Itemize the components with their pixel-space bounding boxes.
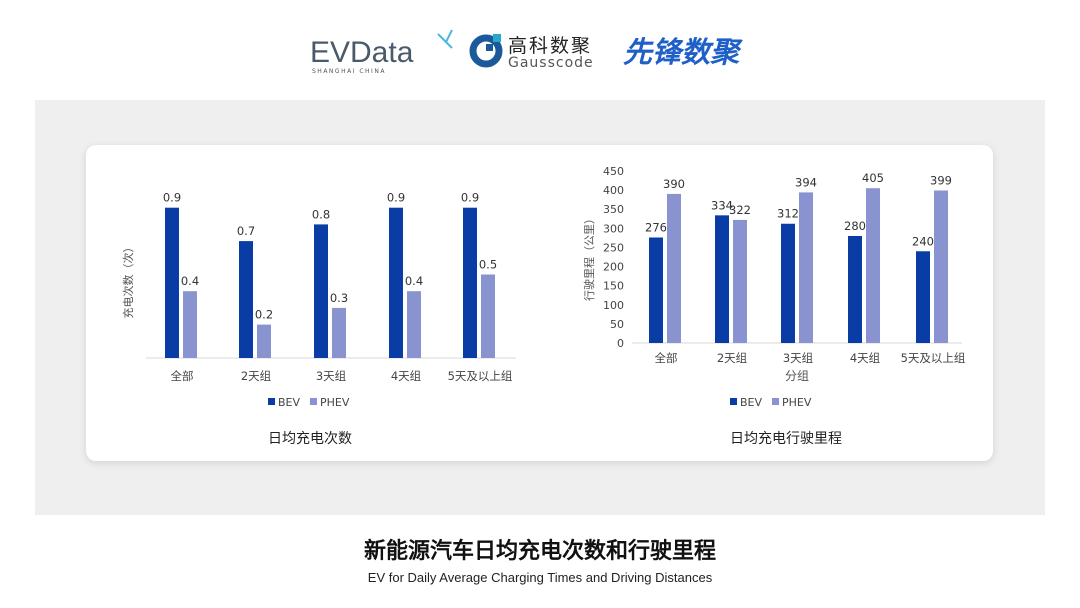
data-label: 0.7 [237,224,255,238]
legend-swatch-bev [268,398,275,405]
y-tick-label: 100 [603,299,624,312]
x-tick-label: 全部 [171,369,194,383]
x-axis-label: 分组 [785,369,809,383]
page-title: 新能源汽车日均充电次数和行驶里程 [363,539,716,564]
data-label: 0.8 [312,207,330,221]
legend-label: BEV [740,396,762,409]
bar-phev [866,188,880,343]
svg-text:Gausscode: Gausscode [508,55,594,71]
svg-text:高科数聚: 高科数聚 [508,35,592,57]
y-tick-label: 150 [603,280,624,293]
gausscode-logo: 高科数聚 Gausscode [469,34,594,71]
chart-title: 日均充电次数 [268,431,352,447]
data-label: 399 [930,173,952,187]
data-label: 280 [844,219,866,233]
bar-bev [165,207,179,358]
chart-title: 日均充电行驶里程 [730,431,842,447]
bar-phev [934,190,948,343]
page-subtitle: EV for Daily Average Charging Times and … [367,570,713,585]
legend-swatch-bev [730,398,737,405]
data-label: 0.9 [163,191,181,205]
legend-label: BEV [278,396,300,409]
x-tick-label: 3天组 [783,351,814,365]
bar-phev [257,324,271,358]
x-tick-label: 2天组 [717,351,748,365]
data-label: 322 [729,203,751,217]
data-label: 276 [645,221,667,235]
data-label: 0.4 [405,274,423,288]
y-axis-label: 行驶里程（公里） [582,213,596,301]
y-tick-label: 200 [603,261,624,274]
bar-bev [715,215,729,343]
xianfeng-logo: 先锋数聚 [623,35,743,69]
y-tick-label: 400 [603,184,624,197]
data-label: 405 [862,171,884,185]
y-tick-label: 250 [603,241,624,254]
x-tick-label: 全部 [655,351,678,365]
bar-bev [848,235,862,343]
data-label: 394 [795,175,817,189]
data-label: 0.4 [181,274,199,288]
x-tick-label: 3天组 [316,369,347,383]
bar-bev [314,224,328,358]
logo-bar: EVData SHANGHAI CHINA 高科数聚 Gausscode 先锋数… [0,26,1080,76]
data-label: 390 [663,177,685,191]
data-label: 312 [777,207,799,221]
bar-phev [183,291,197,358]
y-tick-label: 50 [610,318,624,331]
data-label: 0.3 [330,291,348,305]
legend-label: PHEV [782,396,812,409]
bar-phev [407,291,421,358]
bar-phev [667,193,681,343]
logos-svg: EVData SHANGHAI CHINA 高科数聚 Gausscode 先锋数… [310,29,743,75]
data-label: 0.2 [255,308,273,322]
x-tick-label: 4天组 [850,351,881,365]
svg-text:EVData: EVData [310,36,414,69]
bar-phev [332,307,346,358]
legend-swatch-phev [772,398,779,405]
legend-label: PHEV [320,396,350,409]
y-tick-label: 350 [603,203,624,216]
y-tick-label: 450 [603,165,624,178]
data-label: 0.9 [461,191,479,205]
x-tick-label: 4天组 [391,369,422,383]
data-label: 240 [912,234,934,248]
bar-bev [463,207,477,358]
bar-bev [781,223,795,343]
y-axis-label: 充电次数（次） [121,242,135,319]
y-tick-label: 300 [603,222,624,235]
evdata-logo: EVData SHANGHAI CHINA [310,29,453,75]
bar-bev [239,241,253,358]
x-tick-label: 2天组 [241,369,272,383]
data-label: 0.5 [479,258,497,272]
legend-swatch-phev [310,398,317,405]
bar-phev [799,192,813,343]
data-label: 334 [711,198,733,212]
y-tick-label: 0 [617,337,624,350]
bar-phev [481,274,495,358]
bar-bev [389,207,403,358]
bar-bev [649,237,663,343]
bar-phev [733,219,747,343]
chart-card [86,145,993,461]
x-tick-label: 5天及以上组 [448,369,513,383]
data-label: 0.9 [387,191,405,205]
x-tick-label: 5天及以上组 [901,351,966,365]
bar-bev [916,251,930,343]
svg-text:SHANGHAI CHINA: SHANGHAI CHINA [312,68,386,75]
